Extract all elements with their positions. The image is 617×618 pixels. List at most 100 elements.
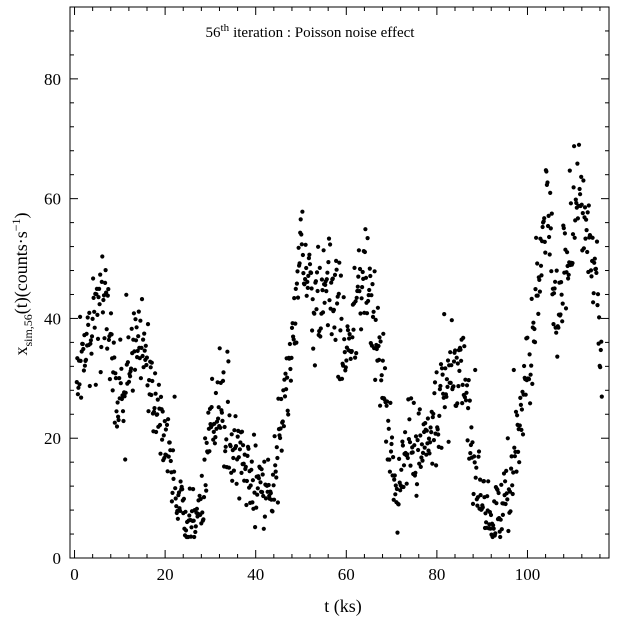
data-point — [386, 418, 391, 423]
data-point — [275, 500, 280, 505]
data-point — [303, 242, 308, 247]
data-point — [430, 415, 435, 420]
data-point — [288, 378, 293, 383]
data-point — [330, 276, 335, 281]
data-point — [304, 293, 309, 298]
data-point — [213, 390, 218, 396]
data-point — [417, 407, 422, 412]
data-point — [88, 338, 93, 343]
data-point — [230, 478, 235, 483]
data-point — [351, 327, 356, 332]
data-point — [324, 289, 329, 294]
data-point — [113, 376, 118, 381]
data-point — [476, 454, 481, 459]
data-point — [98, 370, 103, 375]
data-point — [396, 502, 401, 507]
data-point — [392, 477, 397, 482]
data-point — [513, 409, 519, 414]
data-point — [278, 435, 283, 441]
data-point — [439, 366, 445, 371]
data-point — [549, 211, 554, 216]
data-point — [97, 302, 102, 307]
data-point — [178, 479, 183, 484]
data-point — [318, 326, 323, 331]
data-point — [354, 295, 359, 300]
data-point — [320, 310, 326, 315]
data-point — [391, 455, 396, 460]
data-point — [233, 414, 238, 419]
data-point — [175, 516, 180, 521]
data-point — [440, 372, 445, 377]
data-point — [537, 277, 542, 282]
data-point — [388, 449, 394, 454]
data-point — [306, 273, 311, 278]
data-point — [238, 440, 243, 445]
data-point — [373, 317, 378, 322]
data-point — [339, 316, 344, 321]
data-point — [226, 465, 232, 470]
data-point — [193, 529, 198, 535]
data-point — [243, 464, 248, 469]
data-point — [89, 351, 94, 356]
data-point — [310, 297, 315, 302]
data-point — [258, 480, 263, 485]
data-point — [113, 371, 118, 376]
data-point — [464, 383, 470, 388]
data-point — [591, 291, 596, 296]
data-point — [312, 363, 317, 368]
data-point — [226, 359, 231, 364]
data-point — [554, 330, 559, 335]
data-point — [253, 525, 258, 530]
data-point — [345, 324, 350, 329]
data-point — [107, 377, 112, 382]
data-point — [549, 269, 554, 274]
data-point — [317, 265, 322, 270]
data-point — [215, 380, 220, 385]
data-point — [542, 239, 547, 244]
data-point — [510, 491, 515, 497]
data-point — [260, 490, 265, 495]
data-point — [204, 440, 209, 445]
annotation-number: 56 — [206, 25, 222, 41]
data-point — [376, 343, 381, 349]
data-point — [384, 439, 389, 444]
data-point — [325, 270, 330, 275]
data-point — [387, 457, 392, 462]
data-point — [133, 338, 139, 343]
data-point — [451, 359, 457, 364]
data-point — [216, 416, 221, 421]
data-point — [560, 301, 565, 306]
data-point — [155, 397, 160, 402]
data-point — [244, 478, 249, 484]
data-point — [594, 239, 600, 244]
data-point — [360, 269, 365, 275]
data-point — [411, 400, 416, 405]
data-point — [199, 473, 204, 478]
data-point — [413, 470, 418, 475]
data-point — [250, 500, 255, 505]
data-point — [525, 335, 530, 340]
data-point — [496, 490, 501, 496]
data-point — [583, 236, 588, 241]
data-point — [218, 425, 223, 430]
data-point — [86, 322, 91, 327]
data-point — [517, 423, 522, 428]
data-point — [420, 458, 425, 463]
data-point — [263, 496, 268, 501]
data-point — [152, 406, 157, 411]
data-point — [198, 496, 203, 502]
data-point — [510, 483, 515, 488]
data-point — [126, 379, 132, 384]
data-point — [562, 231, 568, 236]
data-point — [293, 286, 298, 291]
data-point — [566, 272, 571, 277]
data-point — [168, 458, 173, 464]
data-point — [571, 185, 576, 190]
data-point — [279, 448, 284, 453]
data-point — [104, 327, 109, 332]
data-point — [142, 331, 147, 336]
data-point — [375, 305, 380, 310]
data-point — [468, 451, 473, 456]
data-point — [135, 348, 140, 353]
data-point — [138, 376, 143, 381]
